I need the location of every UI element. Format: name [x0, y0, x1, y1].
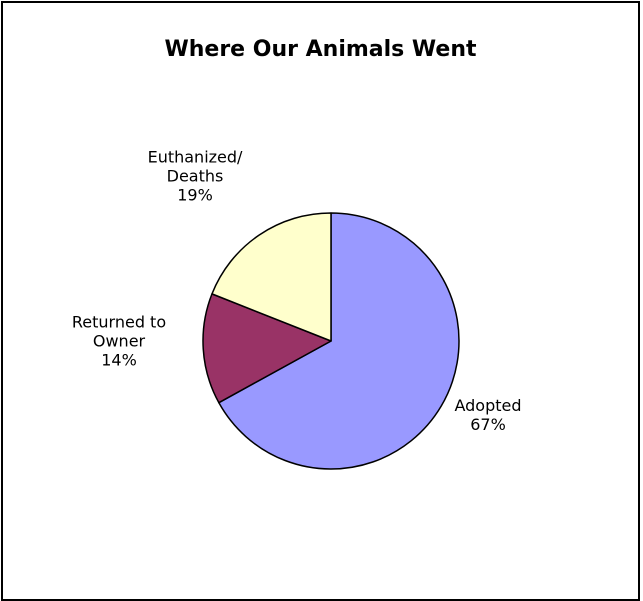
slice-category-label: Adopted	[454, 396, 521, 415]
pie-slice-returned-to	[202, 293, 332, 404]
slice-percent-label: 19%	[177, 186, 213, 205]
slice-percent-label: 14%	[101, 351, 137, 370]
slice-percent-label: 67%	[470, 415, 506, 434]
pie-slice-adopted	[218, 212, 460, 470]
pie-slice-euthanized	[211, 212, 332, 342]
slice-category-label: Deaths	[167, 167, 224, 186]
slice-category-label: Returned to	[72, 313, 166, 332]
slice-category-label: Owner	[93, 332, 146, 351]
slice-category-label: Euthanized/	[148, 148, 243, 167]
pie-slices	[202, 212, 460, 470]
chart-title: Where Our Animals Went	[164, 37, 477, 62]
